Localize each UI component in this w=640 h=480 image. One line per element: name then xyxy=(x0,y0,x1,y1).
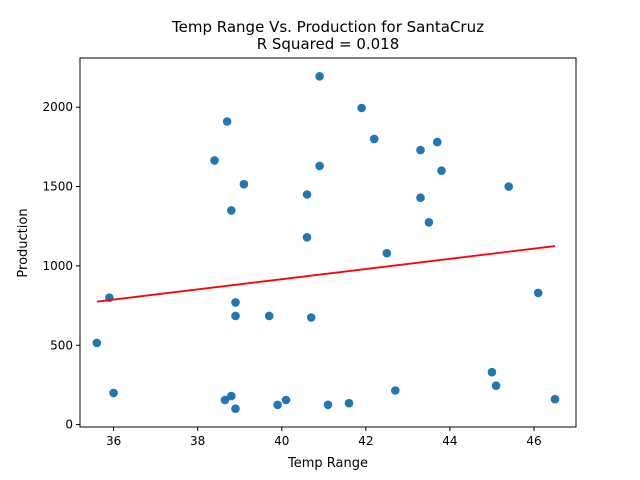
regression-line xyxy=(96,245,556,303)
scatter-point xyxy=(315,161,324,171)
chart-title: Temp Range Vs. Production for SantaCruz xyxy=(171,18,484,36)
chart-subtitle: R Squared = 0.018 xyxy=(257,35,400,53)
scatter-point xyxy=(109,388,118,398)
scatter-point xyxy=(433,137,442,147)
x-axis-ticks: 36 38 40 42 44 46 xyxy=(106,427,542,448)
y-tick-label: 1500 xyxy=(42,180,73,194)
scatter-point xyxy=(222,117,232,126)
scatter-point xyxy=(491,381,501,391)
scatter-point xyxy=(424,218,434,227)
scatter-point xyxy=(302,190,312,199)
scatter-point xyxy=(323,400,333,410)
scatter-point xyxy=(306,313,316,322)
scatter-point xyxy=(92,338,102,348)
scatter-point xyxy=(220,395,230,405)
scatter-point xyxy=(382,248,392,258)
scatter-point xyxy=(302,233,312,242)
scatter-point xyxy=(281,395,291,405)
x-tick-label: 38 xyxy=(190,434,205,448)
y-tick-label: 2000 xyxy=(42,100,73,114)
scatter-point xyxy=(437,166,446,175)
scatter-point xyxy=(264,311,274,321)
y-axis-label: Production xyxy=(16,208,31,277)
y-tick-label: 500 xyxy=(50,338,73,352)
scatter-point xyxy=(227,206,236,215)
scatter-point xyxy=(533,288,543,298)
x-tick-label: 36 xyxy=(106,434,121,448)
plot-frame xyxy=(79,57,577,428)
scatter-point xyxy=(487,367,497,377)
scatter-point xyxy=(416,193,425,202)
scatter-point xyxy=(369,134,379,144)
x-tick-label: 44 xyxy=(442,434,457,448)
scatter-point xyxy=(504,182,513,191)
x-tick-label: 40 xyxy=(274,434,289,448)
y-tick-label: 1000 xyxy=(42,259,73,273)
points-layer xyxy=(92,72,560,414)
scatter-point xyxy=(231,298,240,307)
y-tick-label: 0 xyxy=(65,418,73,432)
regression-layer xyxy=(96,245,556,303)
scatter-point xyxy=(231,404,240,414)
scatter-point xyxy=(315,72,324,81)
scatter-point xyxy=(227,391,236,401)
x-axis-label: Temp Range xyxy=(287,456,368,471)
x-tick-label: 42 xyxy=(358,434,373,448)
scatter-point xyxy=(273,400,282,410)
x-tick-label: 46 xyxy=(526,434,541,448)
scatter-point xyxy=(550,394,560,404)
scatter-point xyxy=(391,386,400,395)
scatter-point xyxy=(239,179,249,189)
scatter-point xyxy=(210,156,219,165)
y-axis-ticks: 0 500 1000 1500 2000 xyxy=(42,100,80,432)
scatter-point xyxy=(357,103,366,113)
scatter-point xyxy=(344,398,354,408)
scatter-point xyxy=(416,145,425,155)
scatter-point xyxy=(231,311,240,321)
